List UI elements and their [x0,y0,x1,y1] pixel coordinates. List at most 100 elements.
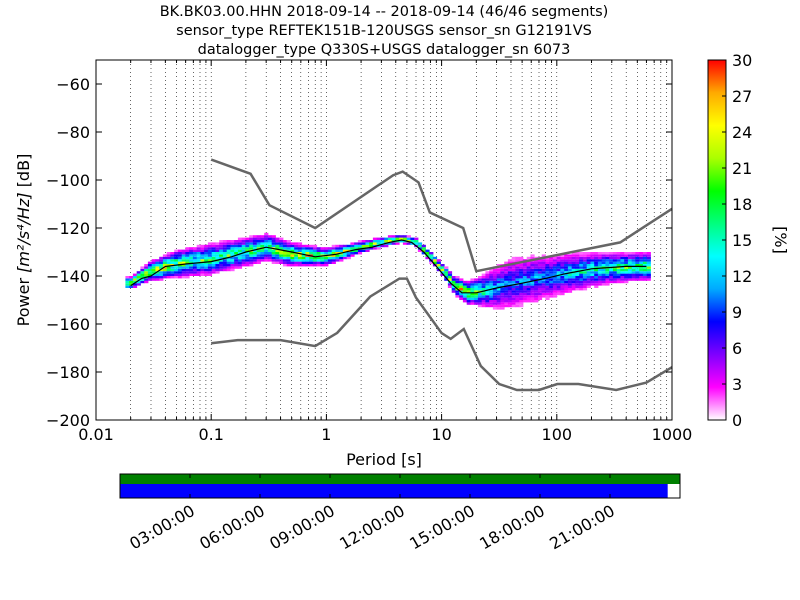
psd-cell [260,244,265,248]
psd-cell [522,276,528,279]
chart-title-line: BK.BK03.00.HHN 2018-09-14 -- 2018-09-14 … [160,4,609,20]
psd-cell [504,283,509,286]
psd-cell [545,261,550,264]
psd-cell [384,240,389,243]
psd-cell [601,252,606,255]
psd-cell [219,259,224,262]
psd-cell [474,283,479,286]
psd-cell [144,266,149,269]
psd-cell [391,242,396,245]
psd-cell [586,266,591,269]
psd-cell [301,261,306,264]
psd-cell [234,244,239,248]
psd-cell [207,261,213,264]
psd-cell [395,242,400,245]
psd-cell [444,271,449,274]
psd-cell [357,242,363,245]
psd-cell [252,259,258,262]
psd-cell [290,249,295,252]
psd-cell [384,237,389,240]
psd-cell [342,244,348,248]
psd-cell [174,271,179,274]
psd-cell [267,237,273,240]
psd-cell [605,273,610,276]
psd-cell [237,254,243,257]
psd-cell [335,252,340,255]
psd-cell [350,254,355,257]
psd-cell [211,249,216,252]
psd-cell [522,264,528,267]
psd-cell [522,261,528,264]
psd-cell [646,252,651,255]
psd-cell [485,278,490,281]
psd-cell [234,247,239,250]
psd-cell [339,256,344,260]
psd-cell [237,249,243,252]
psd-cell [282,247,288,250]
psd-cell [639,266,644,269]
psd-cell [320,256,325,260]
psd-cell [549,278,554,281]
psd-cell [515,259,520,262]
psd-cell [474,278,479,281]
psd-cell [425,252,430,255]
psd-cell [594,252,599,255]
psd-cell [605,271,610,274]
psd-cell [211,256,216,260]
psd-cell [256,240,261,243]
psd-cell [601,264,606,267]
psd-cell [616,256,621,260]
psd-cell [286,247,291,250]
psd-cell [237,252,243,255]
psd-cell [316,256,321,260]
psd-cell [579,283,584,286]
psd-cell [196,266,201,269]
psd-cell [605,283,610,286]
psd-cell [545,288,550,291]
psd-cell [537,268,543,272]
psd-cell [162,254,168,257]
psd-cell [339,259,344,262]
psd-cell [286,264,291,267]
psd-cell [511,266,516,269]
psd-cell [642,261,648,264]
psd-cell [582,252,588,255]
psd-cell [211,242,216,245]
y-axis-label-units: [m²/s⁴/Hz] [14,192,33,272]
psd-cell [534,273,539,276]
psd-cell [260,249,265,252]
psd-cell [290,261,295,264]
psd-cell [485,300,490,303]
psd-cell [631,252,636,255]
psd-cell [470,285,475,288]
psd-cell [526,292,531,296]
psd-cell [129,283,134,286]
psd-cell [597,266,603,269]
psd-cell [249,252,254,255]
psd-cell [294,259,299,262]
psd-cell [177,254,183,257]
psd-cell [639,259,644,262]
psd-cell [155,276,160,279]
psd-cell [305,249,310,252]
psd-cell [609,259,614,262]
psd-cell [324,259,329,262]
psd-cell [125,276,130,279]
psd-cell [346,254,351,257]
psd-cell [327,249,333,252]
psd-cell [181,268,186,272]
psd-cell [552,283,558,286]
psd-cell [624,271,629,274]
psd-cell [282,252,288,255]
psd-cell [222,261,228,264]
psd-cell [485,288,490,291]
psd-cell [556,259,561,262]
timeline-tick-label: 09:00:00 [266,501,338,553]
colorbar-label: [%] [771,226,790,254]
psd-cell [282,259,288,262]
psd-cell [342,252,348,255]
psd-cell [230,240,235,243]
psd-cell [459,288,464,291]
psd-cell [492,307,498,310]
psd-cell [174,249,179,252]
